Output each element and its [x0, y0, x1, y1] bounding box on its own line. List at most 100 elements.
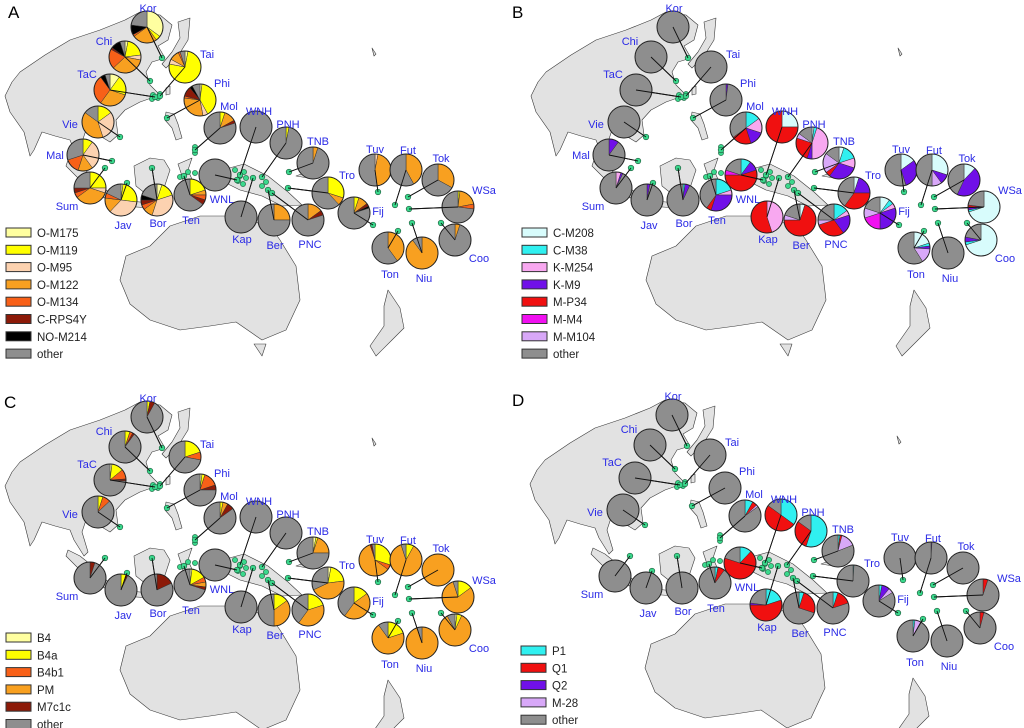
population-label: Mal [46, 150, 64, 162]
population-label: WNL [210, 584, 234, 596]
sample-site-marker [263, 569, 269, 575]
population-label: Tuv [366, 534, 384, 546]
population-label: WNH [246, 496, 272, 508]
pie-tok: Tok [933, 153, 981, 198]
pie-ber: Ber [257, 189, 291, 252]
population-label: WNH [771, 494, 797, 506]
legend-label: other [552, 715, 578, 727]
population-label: Fij [372, 596, 384, 608]
pie-outline [198, 158, 232, 192]
pie-outline [967, 190, 1001, 224]
connector-line [261, 142, 287, 178]
pie-outline [108, 430, 142, 464]
legend-swatch [5, 296, 32, 307]
population-label: TaC [602, 457, 622, 469]
pie-outline [173, 178, 207, 212]
connector-line [214, 564, 238, 571]
sample-site-marker [232, 557, 238, 563]
pie-outline [405, 626, 439, 660]
pie-kor: Kor [130, 3, 164, 59]
population-label: Kor [664, 391, 681, 403]
pie-jav: Jav [104, 572, 138, 622]
pie-outline [371, 231, 405, 265]
population-label: Tro [864, 558, 880, 570]
legend-label: other [37, 720, 63, 728]
population-label: Sum [581, 589, 604, 601]
connector-line [719, 515, 746, 539]
legend-swatch [5, 719, 32, 728]
legend-swatch [5, 262, 32, 273]
pie-outline [750, 200, 784, 234]
pie-tro: Tro [287, 170, 355, 210]
pie-outline [708, 471, 742, 505]
connector-line [635, 89, 682, 98]
connector-line [934, 206, 985, 210]
pie-chi: Chi [621, 424, 676, 470]
population-label: Chi [622, 36, 639, 48]
pie-fut: Fut [389, 145, 423, 206]
pie-outline [291, 593, 325, 627]
population-label: Jav [114, 220, 132, 232]
pie-fij: Fij [337, 196, 384, 230]
connector-line [913, 230, 925, 249]
connector-line [608, 154, 639, 162]
population-label: PNC [298, 629, 321, 641]
pie-outline [239, 500, 273, 534]
legend-label: M-M4 [553, 315, 583, 327]
pie-outline [656, 10, 690, 44]
pie-pnh: PNH [787, 119, 829, 178]
pie-outline [698, 566, 732, 600]
pie-ber: Ber [782, 577, 816, 640]
pie-pnh: PNH [786, 507, 828, 566]
connector-line [374, 559, 379, 583]
legend-swatch [521, 296, 548, 307]
pie-ten: Ten [173, 565, 207, 617]
pie-outline [93, 463, 127, 497]
pie-outline [421, 553, 455, 587]
connector-line [194, 517, 221, 541]
connector-line [646, 182, 654, 201]
population-label: PNH [276, 509, 299, 521]
pie-outline [257, 203, 291, 237]
connector-line [411, 222, 423, 254]
legend-label: O-M134 [37, 297, 79, 309]
population-label: PNC [298, 239, 321, 251]
pie-mol: Mol [720, 101, 764, 151]
sample-site-marker [766, 181, 772, 187]
connector-line [411, 612, 423, 644]
pie-coo: Coo [964, 222, 1015, 265]
pie-outline [795, 126, 829, 160]
pie-outline [634, 40, 668, 74]
legend: B4 B4a B4b1 PM M7c1c other [5, 632, 71, 728]
pie-outline [914, 541, 948, 575]
pie-outline [896, 619, 930, 653]
connector-line [614, 555, 631, 577]
pie-charts: Kor Chi Tai TaC Phi Vie Mal Mol WNH PNH TNB Sum Jav B… [46, 3, 497, 285]
pie-pnc: PNC [796, 580, 850, 639]
legend-swatch [5, 227, 32, 238]
connector-line [764, 514, 782, 564]
legend-swatch [5, 244, 32, 255]
pie-tuv: Tuv [884, 144, 918, 193]
pie-outline [296, 146, 330, 180]
pie-outline [203, 111, 237, 145]
legend-swatch [520, 714, 547, 725]
legend-label: C-M208 [553, 228, 594, 240]
pie-mal: Mal [46, 138, 113, 172]
pie-jav: Jav [104, 182, 138, 232]
legend-swatch [520, 645, 547, 656]
sample-markers [101, 444, 445, 625]
pie-vie: Vie [62, 105, 121, 139]
population-label: Tuv [366, 144, 384, 156]
population-label: Tai [200, 439, 214, 451]
sample-site-marker [785, 183, 791, 189]
panel-d: D Kor Chi Tai TaC Phi Vie Mol WNH PNH TNB Sum Jav Bor… [512, 391, 1022, 728]
pie-tai: Tai [159, 49, 214, 97]
connector-line [267, 189, 275, 221]
pie-outline [371, 621, 405, 655]
population-label: Fij [372, 206, 384, 218]
population-label: Coo [469, 643, 489, 655]
pie-outline [724, 158, 758, 192]
legend-label: B4 [37, 633, 52, 645]
population-label: WSa [472, 185, 497, 197]
